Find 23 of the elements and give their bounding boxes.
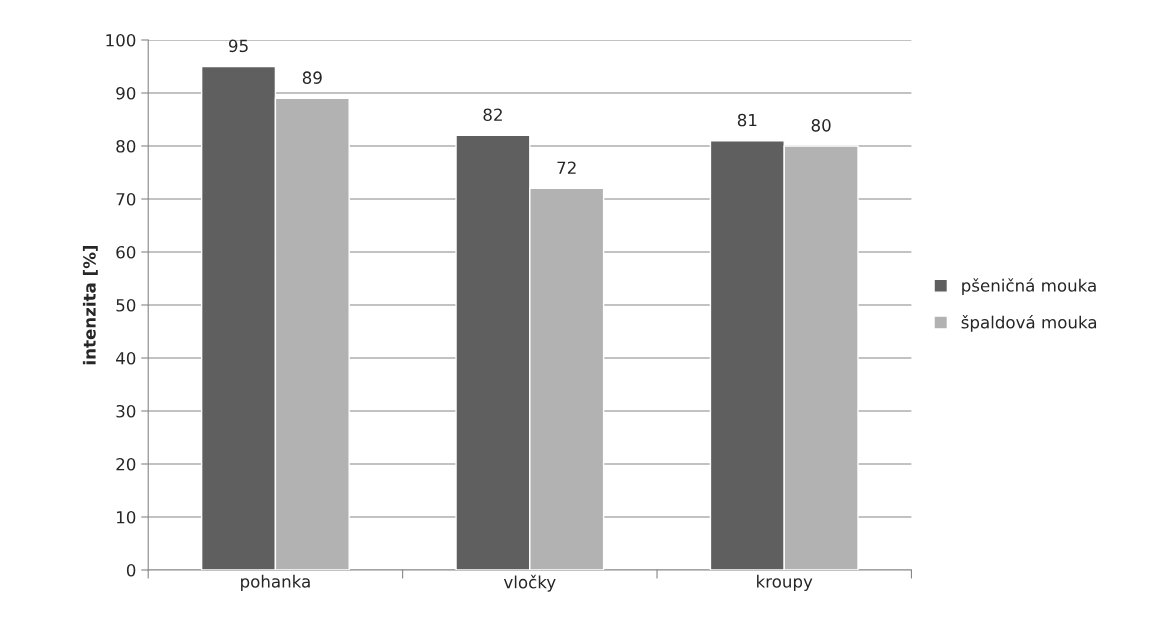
- y-tick-label: 60: [116, 245, 136, 259]
- data-label: 95: [228, 39, 248, 53]
- y-tick-label: 20: [116, 457, 136, 471]
- y-tick-label: 100: [106, 33, 136, 47]
- x-tick-label: vločky: [503, 574, 556, 592]
- y-tick-label: 80: [116, 139, 136, 153]
- y-tick-label: 50: [116, 298, 136, 312]
- data-label: 89: [302, 71, 322, 84]
- x-tick-label: kroupy: [757, 574, 813, 591]
- y-axis-title: intenzita [%]: [82, 245, 98, 365]
- data-label: 82: [483, 108, 502, 122]
- y-tick-label: 90: [116, 86, 136, 100]
- y-tick-label: 30: [116, 404, 136, 418]
- y-tick-label: 70: [116, 192, 136, 206]
- legend-label: špaldová mouka: [961, 315, 1097, 332]
- y-tick-label: 10: [117, 510, 136, 524]
- y-tick-label: 40: [116, 351, 136, 365]
- x-tick-label: pohanka: [241, 574, 310, 591]
- data-label: 72: [557, 161, 576, 174]
- data-label: 80: [811, 119, 831, 132]
- legend-label: pšeničná mouka: [962, 278, 1096, 295]
- data-label: 81: [737, 113, 757, 127]
- y-tick-label: 0: [126, 563, 136, 577]
